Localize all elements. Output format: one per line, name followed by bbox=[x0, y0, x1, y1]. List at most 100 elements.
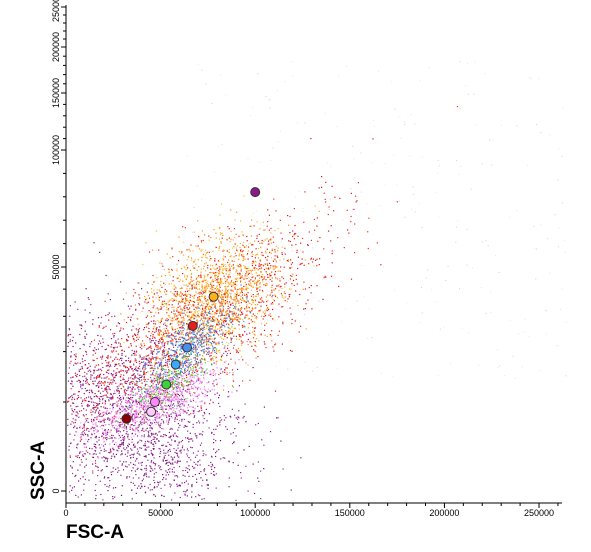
event-dot bbox=[212, 465, 214, 467]
event-dot bbox=[191, 280, 193, 282]
event-dot bbox=[196, 322, 198, 324]
event-dot bbox=[92, 463, 94, 465]
event-dot bbox=[169, 408, 171, 410]
event-dot bbox=[78, 391, 80, 393]
event-dot bbox=[223, 259, 225, 261]
event-dot bbox=[134, 470, 136, 472]
event-dot bbox=[263, 341, 265, 343]
event-dot bbox=[96, 425, 98, 427]
event-dot bbox=[110, 471, 112, 473]
event-dot bbox=[135, 351, 138, 353]
event-dot bbox=[201, 317, 203, 319]
event-dot bbox=[109, 480, 111, 482]
event-dot bbox=[205, 473, 207, 475]
event-dot bbox=[235, 306, 237, 308]
event-dot bbox=[211, 338, 213, 340]
event-dot bbox=[127, 412, 129, 414]
event-dot bbox=[84, 371, 86, 373]
event-dot bbox=[231, 289, 233, 291]
event-dot bbox=[146, 363, 148, 365]
event-dot bbox=[161, 342, 163, 344]
event-dot bbox=[196, 320, 198, 322]
event-dot bbox=[154, 486, 156, 488]
event-dot bbox=[263, 276, 265, 278]
event-dot bbox=[195, 341, 197, 343]
event-dot bbox=[158, 332, 160, 334]
event-dot bbox=[92, 349, 94, 351]
event-dot bbox=[222, 269, 224, 271]
event-dot bbox=[229, 333, 231, 335]
event-dot bbox=[240, 356, 243, 358]
event-dot bbox=[212, 359, 214, 361]
event-dot bbox=[233, 335, 235, 337]
event-dot bbox=[182, 340, 184, 342]
event-dot bbox=[246, 275, 248, 277]
event-dot bbox=[170, 299, 172, 301]
event-dot bbox=[251, 307, 253, 309]
event-dot bbox=[79, 382, 81, 384]
event-dot bbox=[194, 415, 196, 417]
event-dot bbox=[129, 386, 131, 388]
event-dot bbox=[163, 323, 165, 325]
event-dot bbox=[293, 238, 295, 240]
event-dot bbox=[182, 445, 184, 447]
event-dot bbox=[213, 289, 215, 291]
event-dot bbox=[216, 360, 218, 362]
event-dot bbox=[207, 483, 209, 486]
event-dot bbox=[230, 318, 233, 320]
event-dot bbox=[158, 431, 160, 433]
event-dot bbox=[163, 495, 165, 497]
event-dot bbox=[104, 388, 106, 390]
event-dot bbox=[132, 374, 134, 376]
event-dot bbox=[147, 361, 149, 363]
event-dot bbox=[220, 458, 222, 460]
event-dot bbox=[178, 466, 181, 468]
event-dot bbox=[222, 249, 225, 251]
event-dot bbox=[260, 498, 262, 500]
event-dot bbox=[225, 360, 227, 362]
event-dot bbox=[173, 403, 175, 405]
event-dot bbox=[242, 380, 244, 382]
event-dot bbox=[83, 426, 85, 428]
event-dot bbox=[90, 420, 93, 422]
event-dot bbox=[233, 344, 235, 346]
event-dot bbox=[238, 338, 240, 341]
event-dot bbox=[112, 404, 114, 406]
event-dot bbox=[256, 290, 258, 293]
event-dot bbox=[68, 397, 70, 399]
event-dot bbox=[181, 299, 184, 301]
event-dot bbox=[183, 305, 185, 307]
event-dot bbox=[197, 329, 199, 331]
event-dot bbox=[182, 384, 184, 386]
event-dot bbox=[143, 434, 145, 436]
event-dot bbox=[229, 263, 231, 265]
event-dot bbox=[236, 284, 238, 286]
event-dot bbox=[152, 438, 154, 441]
event-dot bbox=[144, 362, 146, 365]
event-dot bbox=[207, 322, 209, 324]
event-dot bbox=[104, 456, 106, 459]
event-dot bbox=[93, 430, 95, 432]
event-dot bbox=[149, 360, 151, 362]
event-dot bbox=[110, 356, 112, 358]
event-dot bbox=[174, 417, 176, 419]
event-dot bbox=[130, 424, 132, 426]
event-dot bbox=[134, 358, 136, 360]
event-dot bbox=[184, 494, 186, 496]
event-dot bbox=[96, 416, 98, 418]
event-dot bbox=[217, 350, 219, 352]
event-dot bbox=[218, 238, 221, 240]
event-dot bbox=[171, 304, 173, 306]
event-dot bbox=[143, 417, 145, 419]
event-dot bbox=[112, 373, 114, 375]
event-dot bbox=[154, 464, 156, 466]
event-dot bbox=[155, 410, 157, 412]
event-dot bbox=[231, 311, 233, 313]
event-dot bbox=[198, 472, 200, 475]
event-dot bbox=[74, 358, 77, 360]
event-dot bbox=[236, 313, 238, 315]
event-dot bbox=[229, 311, 231, 313]
event-dot bbox=[78, 369, 80, 371]
event-dot bbox=[210, 309, 212, 311]
event-dot bbox=[176, 354, 178, 356]
